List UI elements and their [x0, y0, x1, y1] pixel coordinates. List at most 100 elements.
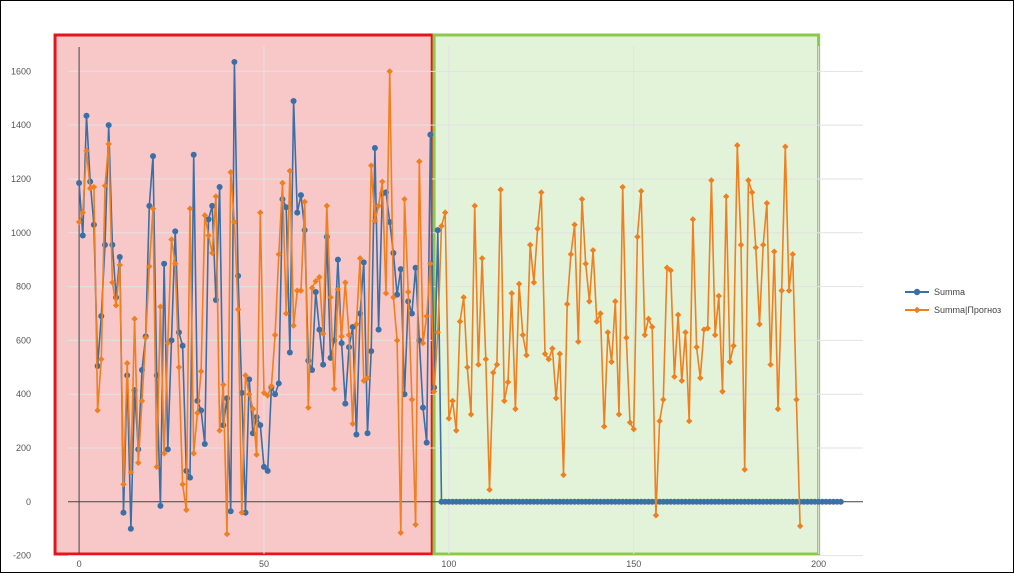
series-1-point	[260, 463, 267, 470]
series-1-point	[190, 151, 197, 158]
series-2-point	[342, 279, 349, 286]
series-2-point	[519, 331, 527, 339]
series-2-point	[504, 378, 512, 386]
series-2-point	[771, 248, 778, 255]
series-2-point	[379, 178, 386, 185]
series-2-point	[194, 409, 201, 417]
series-1-point	[246, 376, 253, 383]
series-2-point	[556, 350, 563, 358]
series-2-point	[234, 306, 242, 313]
series-2-point	[641, 331, 649, 339]
series-2-point	[338, 333, 345, 340]
series-2-point	[608, 358, 615, 366]
series-1-point	[290, 97, 297, 104]
series-2-point	[334, 286, 342, 293]
series-1-point	[201, 440, 208, 447]
series-1-point	[187, 474, 194, 481]
series-2-point	[83, 147, 90, 154]
series-2-point	[101, 182, 109, 189]
series-2-point	[190, 450, 197, 457]
series-2-point	[412, 521, 419, 528]
series-2-point	[530, 279, 538, 286]
y-tick-label: 600	[16, 335, 31, 345]
series-1-point	[323, 233, 330, 240]
series-2-point	[512, 405, 519, 413]
series-2-point	[575, 338, 582, 345]
series-2-point	[445, 415, 453, 422]
series-1-point	[98, 313, 105, 320]
series-2-point	[482, 356, 490, 363]
series-2-point	[586, 298, 593, 305]
series-2-point	[123, 360, 131, 367]
series-2-point	[153, 463, 160, 471]
series-1-point	[312, 288, 319, 295]
series-2-point	[297, 287, 305, 294]
series-2-point	[183, 506, 190, 514]
series-2-point	[560, 471, 567, 479]
series-1-point	[205, 216, 212, 223]
series-2-point	[793, 396, 800, 403]
series-2-point	[172, 260, 179, 267]
series-2-point	[789, 251, 796, 258]
series-2-point	[737, 241, 745, 249]
series-2-point	[604, 329, 612, 336]
series-1-point	[116, 253, 123, 260]
series-1-point	[216, 184, 223, 191]
series-2-point	[286, 167, 294, 175]
series-2-point	[545, 356, 552, 363]
x-tick-label: 200	[811, 559, 826, 569]
series-1-point	[164, 446, 171, 453]
series-2-point	[427, 260, 434, 267]
series-2-point	[527, 241, 534, 249]
x-tick-label: 0	[77, 559, 82, 569]
series-2-point	[671, 373, 678, 380]
series-2-point	[626, 419, 634, 426]
series-2-point	[501, 397, 508, 405]
series-1-point	[408, 310, 415, 317]
legend-label: Summa|Прогноз	[934, 305, 1001, 315]
series-2-point	[645, 315, 652, 323]
series-2-point	[715, 292, 722, 300]
series-1-point	[257, 422, 264, 429]
series-1-point	[231, 58, 238, 65]
series-2-point	[375, 202, 382, 210]
series-2-point	[634, 233, 641, 241]
series-1-point	[168, 337, 175, 344]
series-2-point	[438, 222, 445, 230]
series-1-point	[209, 202, 216, 209]
series-2-point	[397, 529, 404, 536]
series-2-point	[94, 407, 101, 414]
series-2-point	[704, 325, 711, 332]
series-1-point	[286, 349, 293, 356]
series-2-point	[242, 372, 249, 379]
legend-marker-diamond	[913, 306, 921, 314]
series-2-point	[146, 263, 153, 270]
series-2-point	[327, 294, 334, 301]
series-2-point	[534, 225, 541, 232]
series-1-point	[275, 380, 282, 387]
y-tick-label: 1400	[11, 120, 31, 130]
series-2-point	[674, 311, 682, 319]
series-1-point	[79, 232, 86, 239]
series-1-point	[172, 228, 179, 235]
series-2-point	[312, 278, 319, 285]
series-2-point	[279, 179, 286, 187]
series-2-point	[722, 193, 730, 200]
y-tick-label: 1600	[11, 66, 31, 76]
series-2-point	[678, 377, 686, 384]
series-2-point	[371, 217, 379, 224]
series-1-point	[309, 366, 316, 373]
series-1-point	[371, 145, 378, 152]
series-2-point	[508, 290, 515, 297]
series-2-point	[223, 530, 231, 538]
series-2-point	[216, 427, 223, 434]
series-1-point	[297, 192, 304, 199]
series-1-point	[194, 397, 201, 404]
series-1-point	[316, 326, 323, 333]
series-2-point	[782, 143, 789, 150]
series-2-point	[268, 382, 275, 390]
series-2-point	[430, 388, 438, 395]
series-2-point	[637, 187, 645, 195]
